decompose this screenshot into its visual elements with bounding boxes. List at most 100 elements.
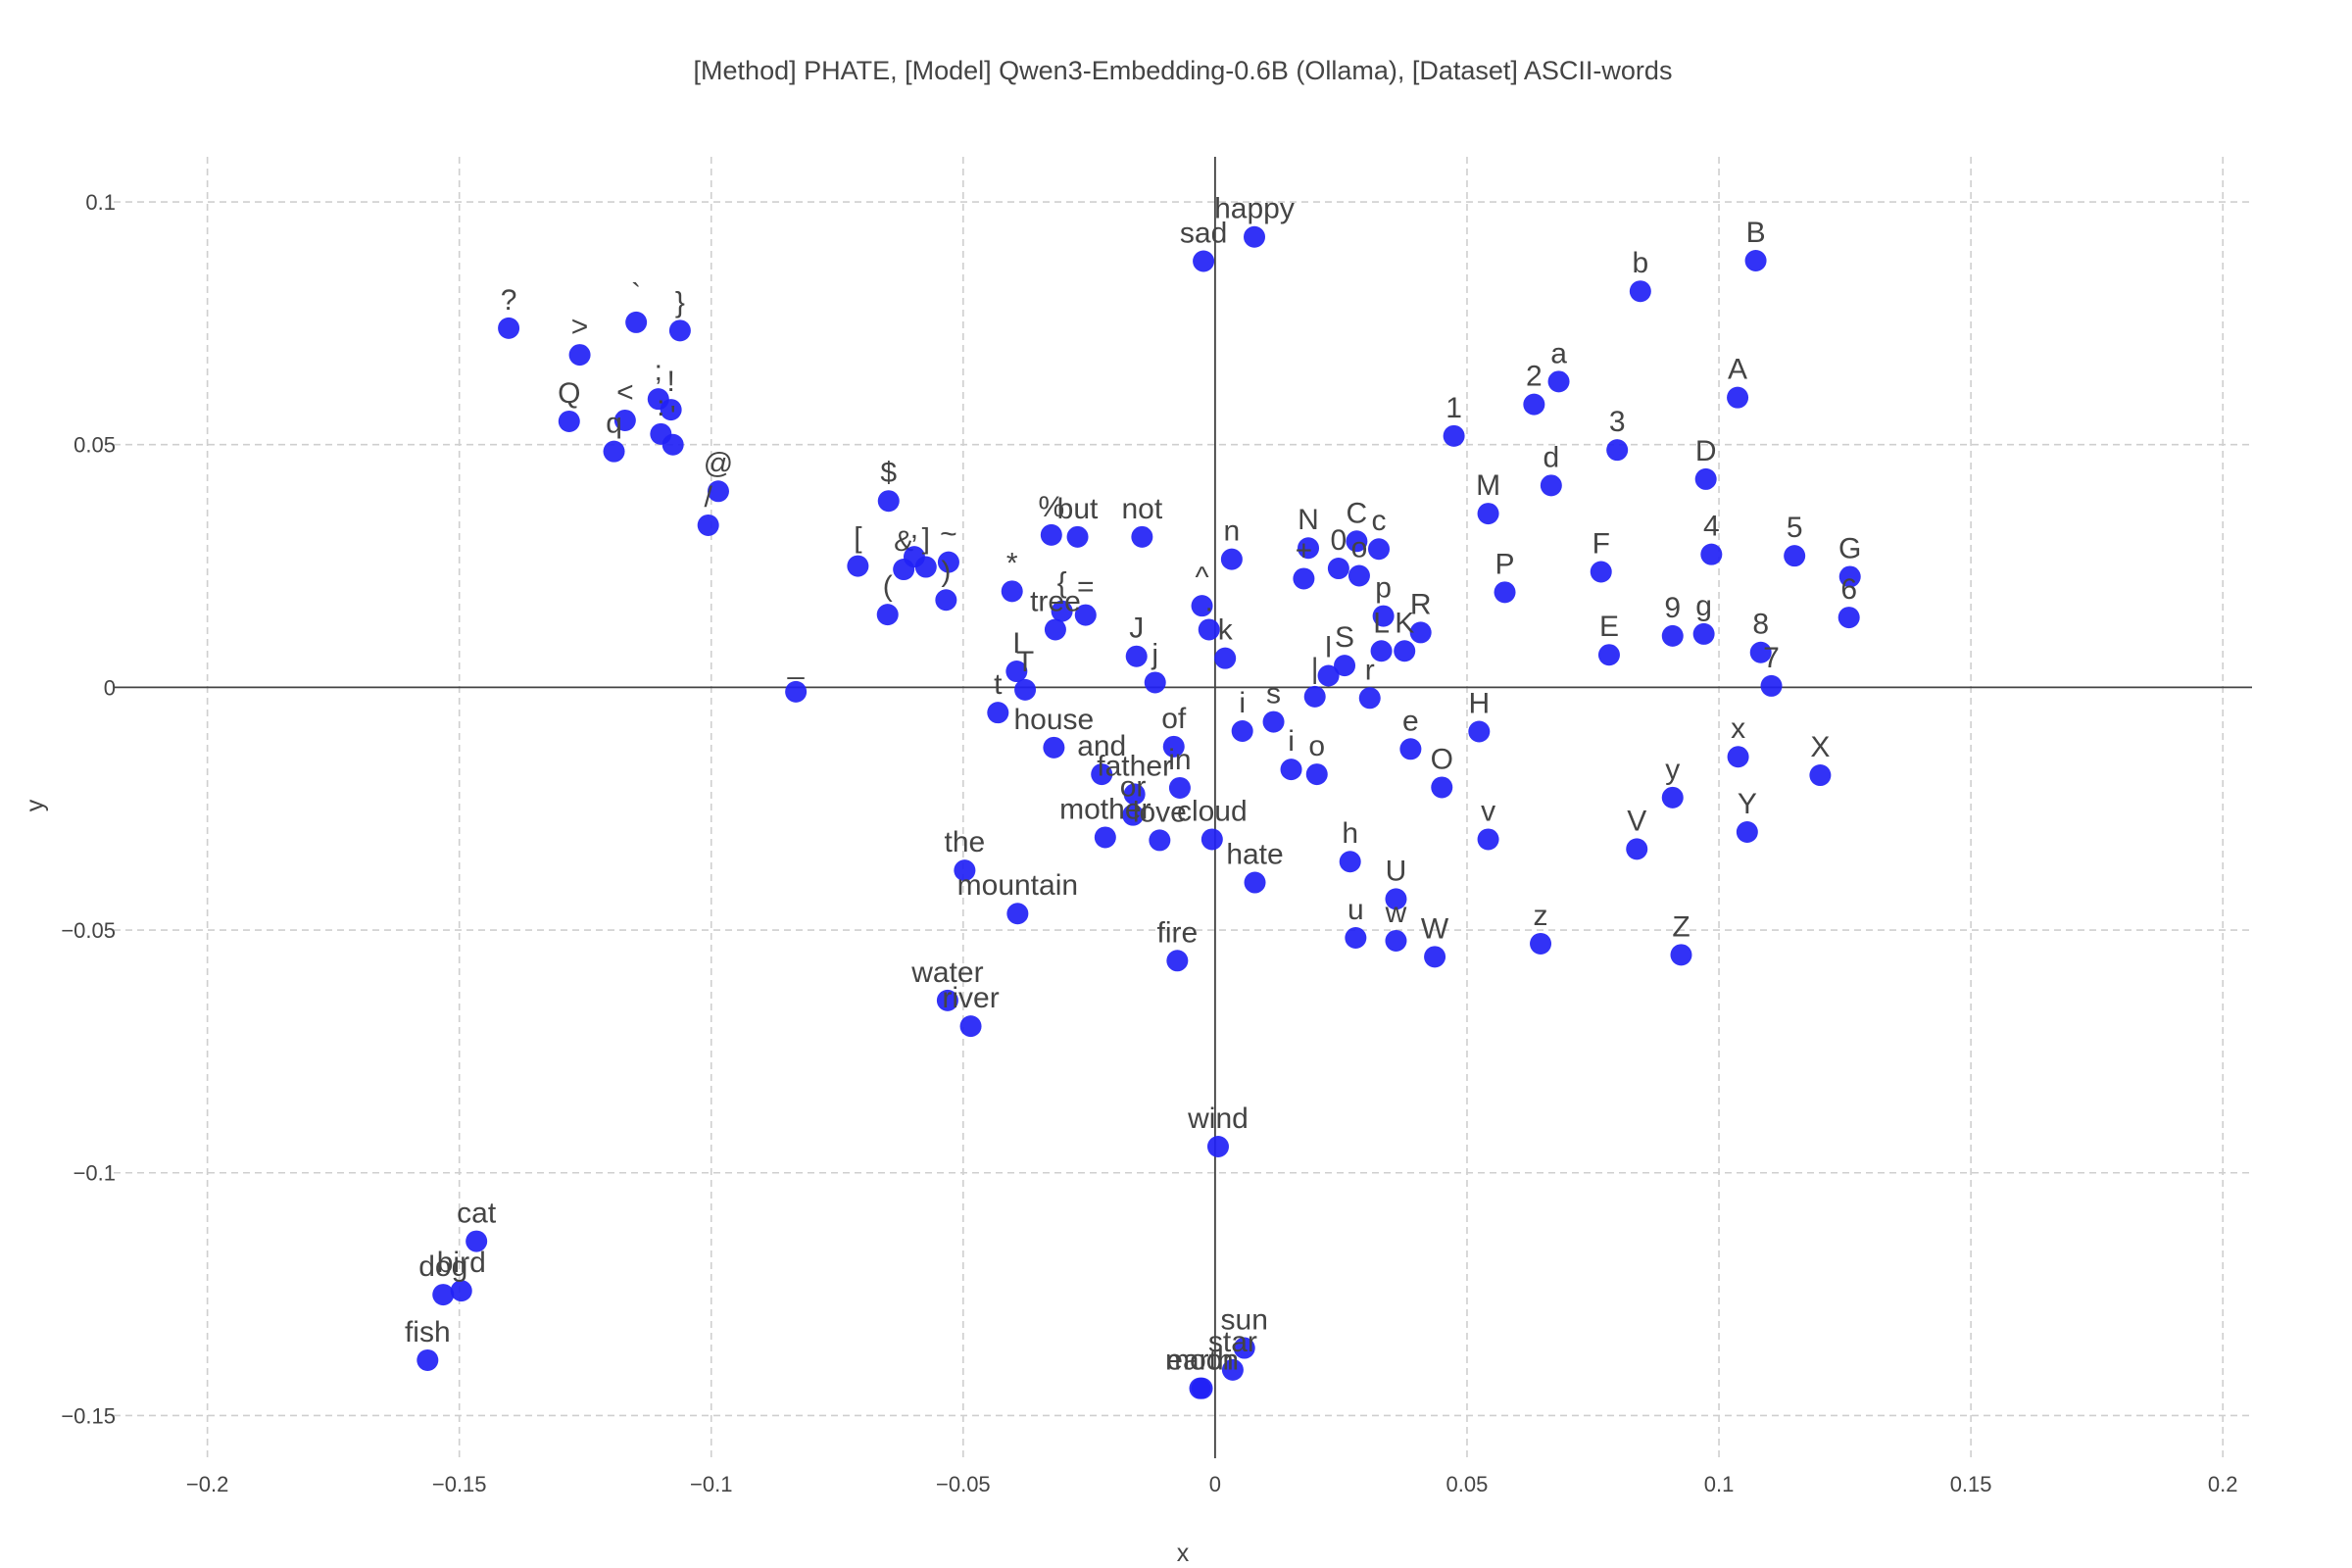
point-marker	[1385, 929, 1407, 952]
point-marker	[847, 555, 869, 577]
point-marker	[1298, 537, 1320, 560]
point-label: C	[1347, 497, 1368, 529]
point-label: _	[787, 648, 806, 680]
point-label: water	[910, 956, 983, 989]
point-label: e	[1402, 705, 1419, 737]
point-label: mother	[1059, 793, 1151, 825]
point-label: or	[1120, 771, 1147, 804]
point-label: A	[1728, 354, 1747, 386]
point-marker	[697, 514, 719, 536]
point-marker	[1244, 225, 1266, 248]
point-marker	[959, 1015, 982, 1038]
data-point: a	[1547, 337, 1570, 393]
point-label: r	[1365, 654, 1375, 686]
data-point: in	[1168, 744, 1192, 799]
point-marker	[936, 989, 958, 1011]
data-point: 5	[1784, 512, 1806, 567]
point-label: }	[675, 286, 685, 318]
point-marker	[1220, 548, 1243, 570]
point-label: h	[1342, 817, 1358, 850]
data-point: father	[1097, 750, 1172, 806]
point-label: ?	[501, 284, 517, 317]
point-label: sad	[1180, 217, 1227, 249]
data-point: sun	[1221, 1304, 1268, 1359]
point-marker	[1305, 763, 1328, 786]
data-point: L	[1370, 607, 1393, 662]
point-label: M	[1476, 469, 1500, 502]
point-marker	[1200, 828, 1223, 851]
point-marker	[1345, 926, 1367, 949]
data-point: mountain	[957, 869, 1078, 925]
data-point: e	[1399, 705, 1422, 760]
point-label: X	[1810, 731, 1830, 763]
data-point: [	[847, 522, 869, 577]
point-marker	[1074, 604, 1097, 626]
point-label: cat	[457, 1198, 497, 1230]
data-point: l	[1317, 632, 1340, 687]
point-label: W	[1421, 912, 1449, 945]
data-point: fish	[405, 1316, 451, 1371]
data-point: 0	[1327, 524, 1349, 580]
point-marker	[1409, 621, 1432, 644]
point-label: 8	[1752, 609, 1769, 641]
point-label: /	[705, 481, 713, 514]
data-point: Q	[558, 377, 580, 432]
data-point: F	[1590, 528, 1612, 583]
data-point: d	[1540, 441, 1562, 497]
point-label: w	[1385, 897, 1407, 929]
data-point: O	[1431, 743, 1453, 799]
point-marker	[1530, 932, 1552, 955]
point-label: 5	[1787, 512, 1803, 544]
data-point: K	[1394, 607, 1416, 662]
point-marker	[1370, 640, 1393, 662]
data-point: or	[1120, 771, 1147, 826]
point-marker	[1193, 250, 1215, 272]
point-marker	[1043, 736, 1065, 759]
data-point: earth	[1166, 1345, 1234, 1399]
point-label: fire	[1157, 916, 1199, 949]
point-marker	[1597, 644, 1620, 666]
data-point: P	[1494, 548, 1516, 604]
point-marker	[1606, 439, 1629, 462]
data-point: bird	[437, 1247, 486, 1302]
data-point: mother	[1059, 793, 1152, 849]
point-marker	[1005, 661, 1028, 683]
x-tick-label: −0.15	[432, 1472, 487, 1496]
data-point: i	[1280, 725, 1302, 781]
point-marker	[662, 433, 684, 456]
point-label: *	[1006, 547, 1018, 579]
data-point: and	[1077, 730, 1126, 786]
point-marker	[1091, 763, 1113, 786]
point-label: fish	[405, 1316, 451, 1348]
point-marker	[1339, 851, 1361, 873]
data-point: j	[1144, 638, 1166, 694]
data-point: D	[1694, 435, 1717, 490]
point-marker	[1244, 871, 1266, 894]
y-tick-label: −0.1	[74, 1161, 116, 1186]
data-point: o	[1348, 531, 1370, 587]
data-point: .	[1198, 585, 1220, 641]
data-point: river	[942, 982, 1000, 1038]
point-marker	[1191, 595, 1213, 617]
point-marker	[1044, 618, 1066, 641]
point-marker	[1385, 888, 1407, 910]
data-point: tree	[1030, 585, 1081, 641]
data-point: h	[1339, 817, 1361, 873]
y-tick-label: 0.05	[74, 433, 116, 458]
data-point: B	[1744, 217, 1767, 272]
point-marker	[1214, 647, 1237, 669]
point-label: $	[880, 457, 897, 489]
data-point: wind	[1187, 1102, 1249, 1157]
point-marker	[1280, 759, 1302, 781]
point-label: .	[1205, 585, 1213, 617]
point-marker	[1838, 565, 1861, 588]
point-label: u	[1348, 894, 1364, 926]
point-label: dog	[418, 1250, 467, 1283]
point-marker	[1736, 821, 1758, 844]
data-point: ]	[914, 523, 937, 578]
point-marker	[1494, 581, 1516, 604]
data-point: 1	[1443, 392, 1465, 447]
data-point: water	[910, 956, 984, 1011]
point-marker	[1144, 671, 1166, 694]
